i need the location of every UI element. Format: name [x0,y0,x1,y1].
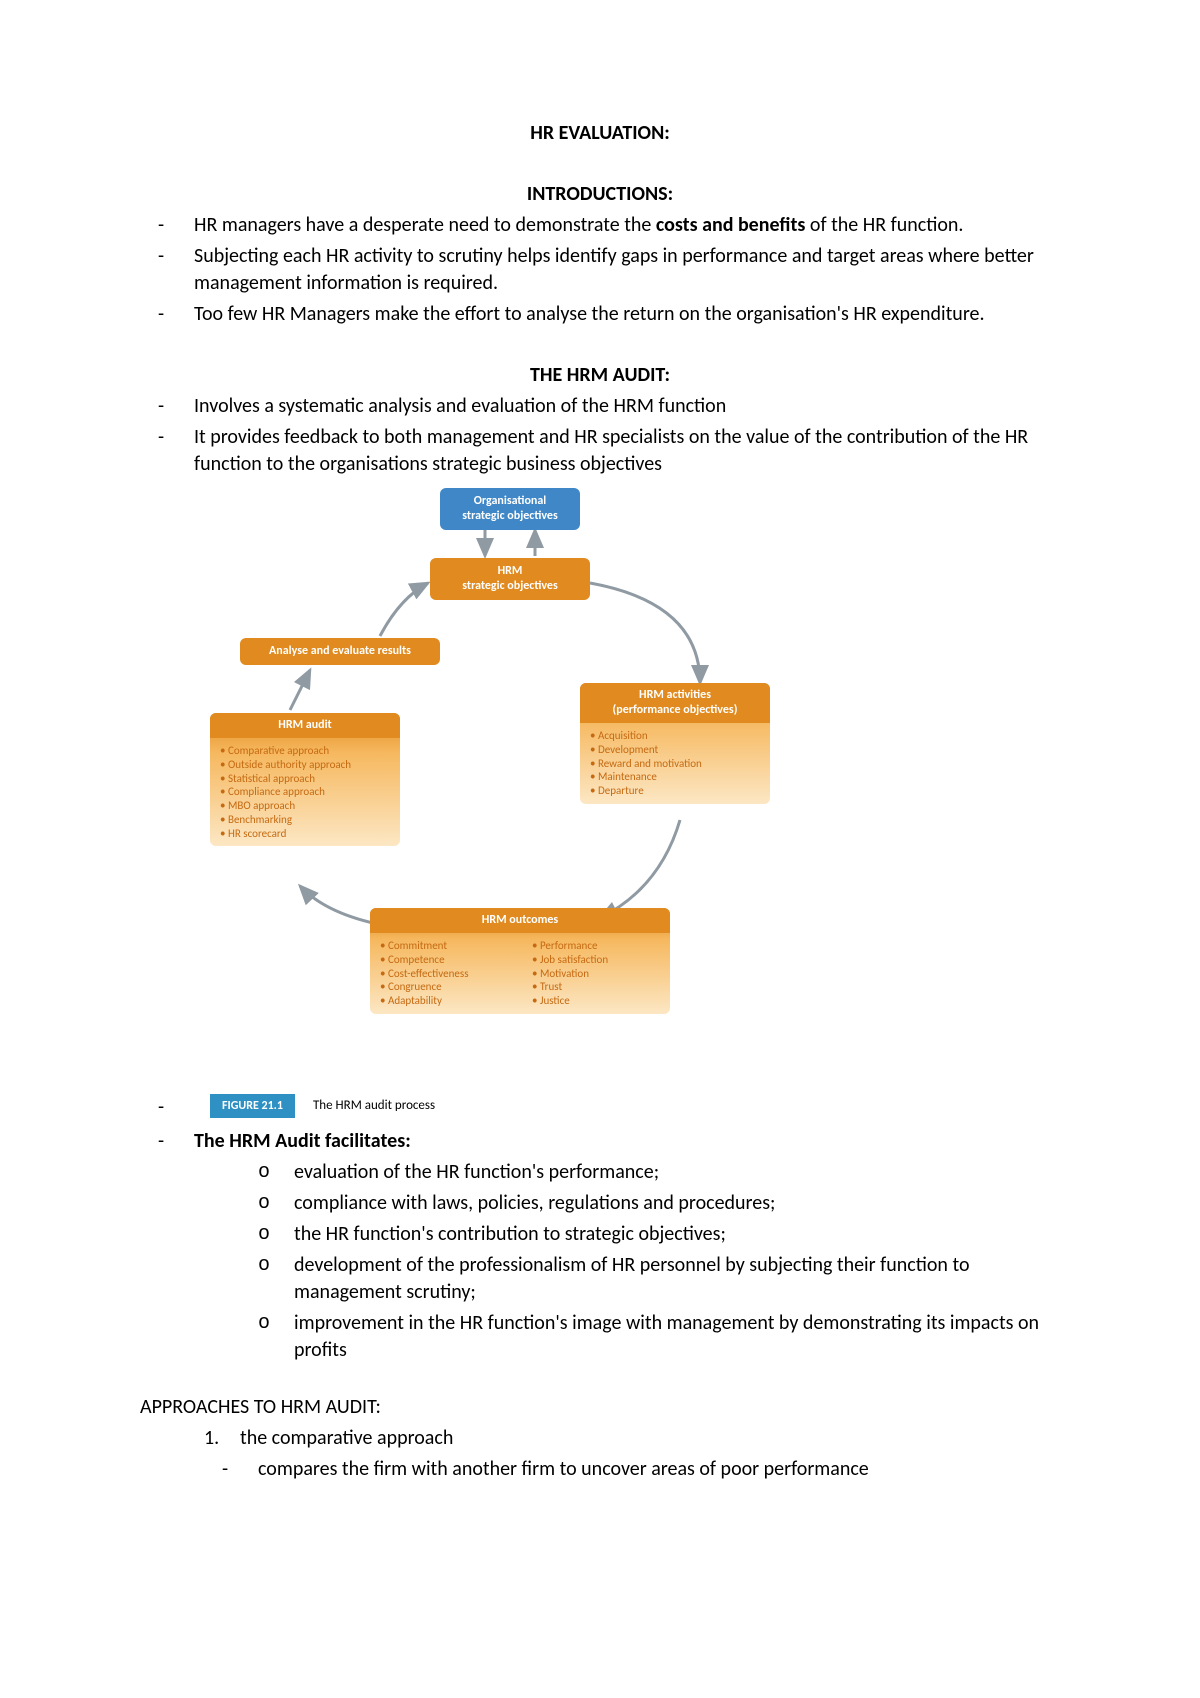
bullet: Benchmarking [220,813,390,827]
bullet: Justice [532,994,660,1008]
bullet: Commitment [380,939,508,953]
bullet: Compliance approach [220,785,390,799]
bullet: Departure [590,784,760,798]
intro-heading: INTRODUCTIONS: [140,181,1060,208]
facilitates-heading: The HRM Audit facilitates: [194,1129,411,1153]
list-item: compliance with laws, policies, regulati… [258,1190,1060,1217]
audit-list: Involves a systematic analysis and evalu… [158,393,1060,478]
node-bullets-col1: Commitment Competence Cost-effectiveness… [380,939,508,1008]
bullet: Acquisition [590,729,760,743]
bullet: Adaptability [380,994,508,1008]
list-item: The HRM Audit facilitates: evaluation of… [158,1128,1060,1364]
bullet: Outside authority approach [220,758,390,772]
list-item: HR managers have a desperate need to dem… [158,212,1060,239]
list-item: improvement in the HR function's image w… [258,1310,1060,1364]
text: HR managers have a desperate need to dem… [194,213,656,237]
bullet: HR scorecard [220,827,390,841]
approach-1-sublist: compares the firm with another firm to u… [222,1456,1060,1483]
page-title: HR EVALUATION: [140,120,1060,147]
node-label: Analyse and evaluate results [269,644,411,658]
list-item: FIGURE 21.1 The HRM audit process [158,1094,1060,1118]
list-item: the HR function's contribution to strate… [258,1221,1060,1248]
node-hrm-objectives: HRMstrategic objectives [430,558,590,600]
node-header: HRM audit [210,713,400,738]
bullet: Development [590,743,760,757]
bold-text: costs and benefits [656,213,806,237]
bullet: Comparative approach [220,744,390,758]
list-item: Involves a systematic analysis and evalu… [158,393,1060,420]
text: of the HR function. [805,213,963,237]
bullet: Trust [532,980,660,994]
figure-caption-item: FIGURE 21.1 The HRM audit process The HR… [158,1094,1060,1364]
facilitates-list: evaluation of the HR function's performa… [258,1159,1060,1364]
intro-list: HR managers have a desperate need to dem… [158,212,1060,328]
node-bullets: Acquisition Development Reward and motiv… [590,729,760,798]
bullet: Statistical approach [220,772,390,786]
list-item: the comparative approach [204,1425,1060,1452]
audit-heading: THE HRM AUDIT: [140,362,1060,389]
list-item: Subjecting each HR activity to scrutiny … [158,243,1060,297]
node-hrm-activities: HRM activities(performance objectives) A… [580,683,770,804]
list-item: Too few HR Managers make the effort to a… [158,301,1060,328]
approaches-heading: APPROACHES TO HRM AUDIT: [140,1394,1060,1421]
bullet: Congruence [380,980,508,994]
bullet: Performance [532,939,660,953]
list-item: It provides feedback to both management … [158,424,1060,478]
bullet: MBO approach [220,799,390,813]
node-label: HRMstrategic objectives [462,564,558,593]
node-bullets: Comparative approach Outside authority a… [220,744,390,840]
node-bullets-col2: Performance Job satisfaction Motivation … [532,939,660,1008]
node-analyse: Analyse and evaluate results [240,638,440,665]
node-hrm-audit: HRM audit Comparative approach Outside a… [210,713,400,846]
figure-caption-text: The HRM audit process [313,1097,435,1115]
node-org-objectives: Organisationalstrategic objectives [440,488,580,530]
list-item: compares the firm with another firm to u… [222,1456,1060,1483]
node-header: HRM activities(performance objectives) [580,683,770,723]
node-hrm-outcomes: HRM outcomes Commitment Competence Cost-… [370,908,670,1014]
bullet: Maintenance [590,770,760,784]
node-header: HRM outcomes [370,908,670,933]
bullet: Motivation [532,967,660,981]
list-item: development of the professionalism of HR… [258,1252,1060,1306]
bullet: Reward and motivation [590,757,760,771]
hrm-audit-diagram: Organisationalstrategic objectives HRMst… [180,488,820,1088]
bullet: Competence [380,953,508,967]
bullet: Cost-effectiveness [380,967,508,981]
node-label: Organisationalstrategic objectives [462,494,558,523]
list-item: evaluation of the HR function's performa… [258,1159,1060,1186]
approaches-numbered: the comparative approach [204,1425,1060,1452]
document-page: HR EVALUATION: INTRODUCTIONS: HR manager… [0,0,1200,1698]
bullet: Job satisfaction [532,953,660,967]
figure-tag: FIGURE 21.1 [210,1094,295,1118]
